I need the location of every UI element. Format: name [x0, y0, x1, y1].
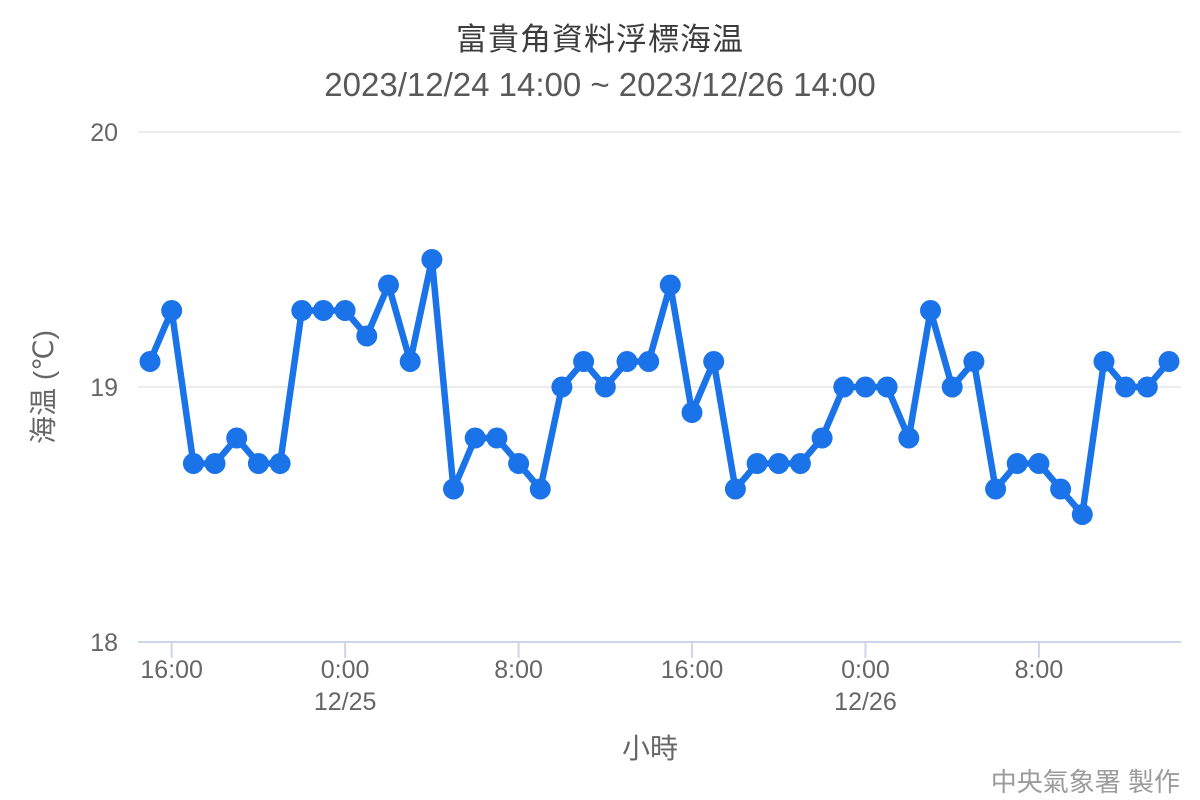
- data-point[interactable]: [269, 453, 291, 474]
- data-point[interactable]: [486, 427, 508, 449]
- data-point[interactable]: [898, 427, 920, 449]
- x-tick-label: 8:00: [494, 656, 543, 684]
- chart-title: 富貴角資料浮標海温: [456, 22, 744, 57]
- x-tick-label: 8:00: [1015, 656, 1064, 684]
- data-point[interactable]: [724, 478, 746, 500]
- data-point[interactable]: [334, 300, 356, 321]
- data-point[interactable]: [638, 351, 660, 372]
- data-point[interactable]: [616, 351, 638, 372]
- data-point[interactable]: [1028, 453, 1050, 474]
- x-tick-label: 0:00: [841, 656, 890, 684]
- data-point[interactable]: [789, 453, 811, 474]
- data-point[interactable]: [573, 351, 595, 372]
- data-point[interactable]: [920, 300, 941, 321]
- data-point[interactable]: [161, 300, 183, 321]
- x-tick-label: 16:00: [140, 656, 203, 684]
- data-point[interactable]: [941, 376, 963, 398]
- data-point[interactable]: [421, 249, 443, 270]
- data-point[interactable]: [1093, 351, 1115, 372]
- x-tick-label: 0:00: [321, 656, 370, 684]
- x-tick-sublabel: 12/26: [834, 688, 897, 716]
- data-point[interactable]: [768, 453, 790, 474]
- data-point[interactable]: [1071, 504, 1093, 525]
- data-point[interactable]: [681, 402, 703, 423]
- data-point[interactable]: [1050, 478, 1072, 500]
- data-point[interactable]: [876, 376, 898, 398]
- credits-label: 中央氣象署 製作: [990, 767, 1180, 797]
- data-point[interactable]: [226, 427, 248, 449]
- data-point[interactable]: [833, 376, 855, 398]
- y-tick-label: 19: [90, 374, 118, 402]
- x-tick-sublabel: 12/25: [314, 688, 377, 716]
- data-point[interactable]: [594, 376, 616, 398]
- chart-subtitle: 2023/12/24 14:00 ~ 2023/12/26 14:00: [324, 66, 876, 103]
- data-point[interactable]: [139, 351, 161, 372]
- data-point[interactable]: [963, 351, 985, 372]
- data-point[interactable]: [551, 376, 573, 398]
- data-point[interactable]: [182, 453, 204, 474]
- data-point[interactable]: [356, 325, 378, 347]
- data-point[interactable]: [378, 274, 399, 296]
- data-point[interactable]: [746, 453, 768, 474]
- data-point[interactable]: [312, 300, 334, 321]
- data-point[interactable]: [291, 300, 313, 321]
- data-point[interactable]: [1006, 453, 1028, 474]
- data-point[interactable]: [985, 478, 1007, 500]
- data-point[interactable]: [703, 351, 725, 372]
- y-tick-label: 20: [90, 119, 118, 147]
- data-point[interactable]: [1158, 351, 1180, 372]
- data-point[interactable]: [855, 376, 876, 398]
- data-point[interactable]: [443, 478, 464, 500]
- data-point[interactable]: [529, 478, 551, 500]
- data-point[interactable]: [247, 453, 269, 474]
- data-point[interactable]: [399, 351, 421, 372]
- data-point[interactable]: [464, 427, 486, 449]
- y-axis-title: 海温 (℃): [28, 330, 59, 444]
- data-point[interactable]: [811, 427, 833, 449]
- data-point[interactable]: [1115, 376, 1137, 398]
- x-tick-label: 16:00: [661, 656, 724, 684]
- data-point[interactable]: [1136, 376, 1158, 398]
- data-point[interactable]: [659, 274, 681, 296]
- x-axis-title: 小時: [621, 733, 678, 764]
- data-point[interactable]: [508, 453, 530, 474]
- y-tick-label: 18: [90, 629, 118, 657]
- data-point[interactable]: [204, 453, 226, 474]
